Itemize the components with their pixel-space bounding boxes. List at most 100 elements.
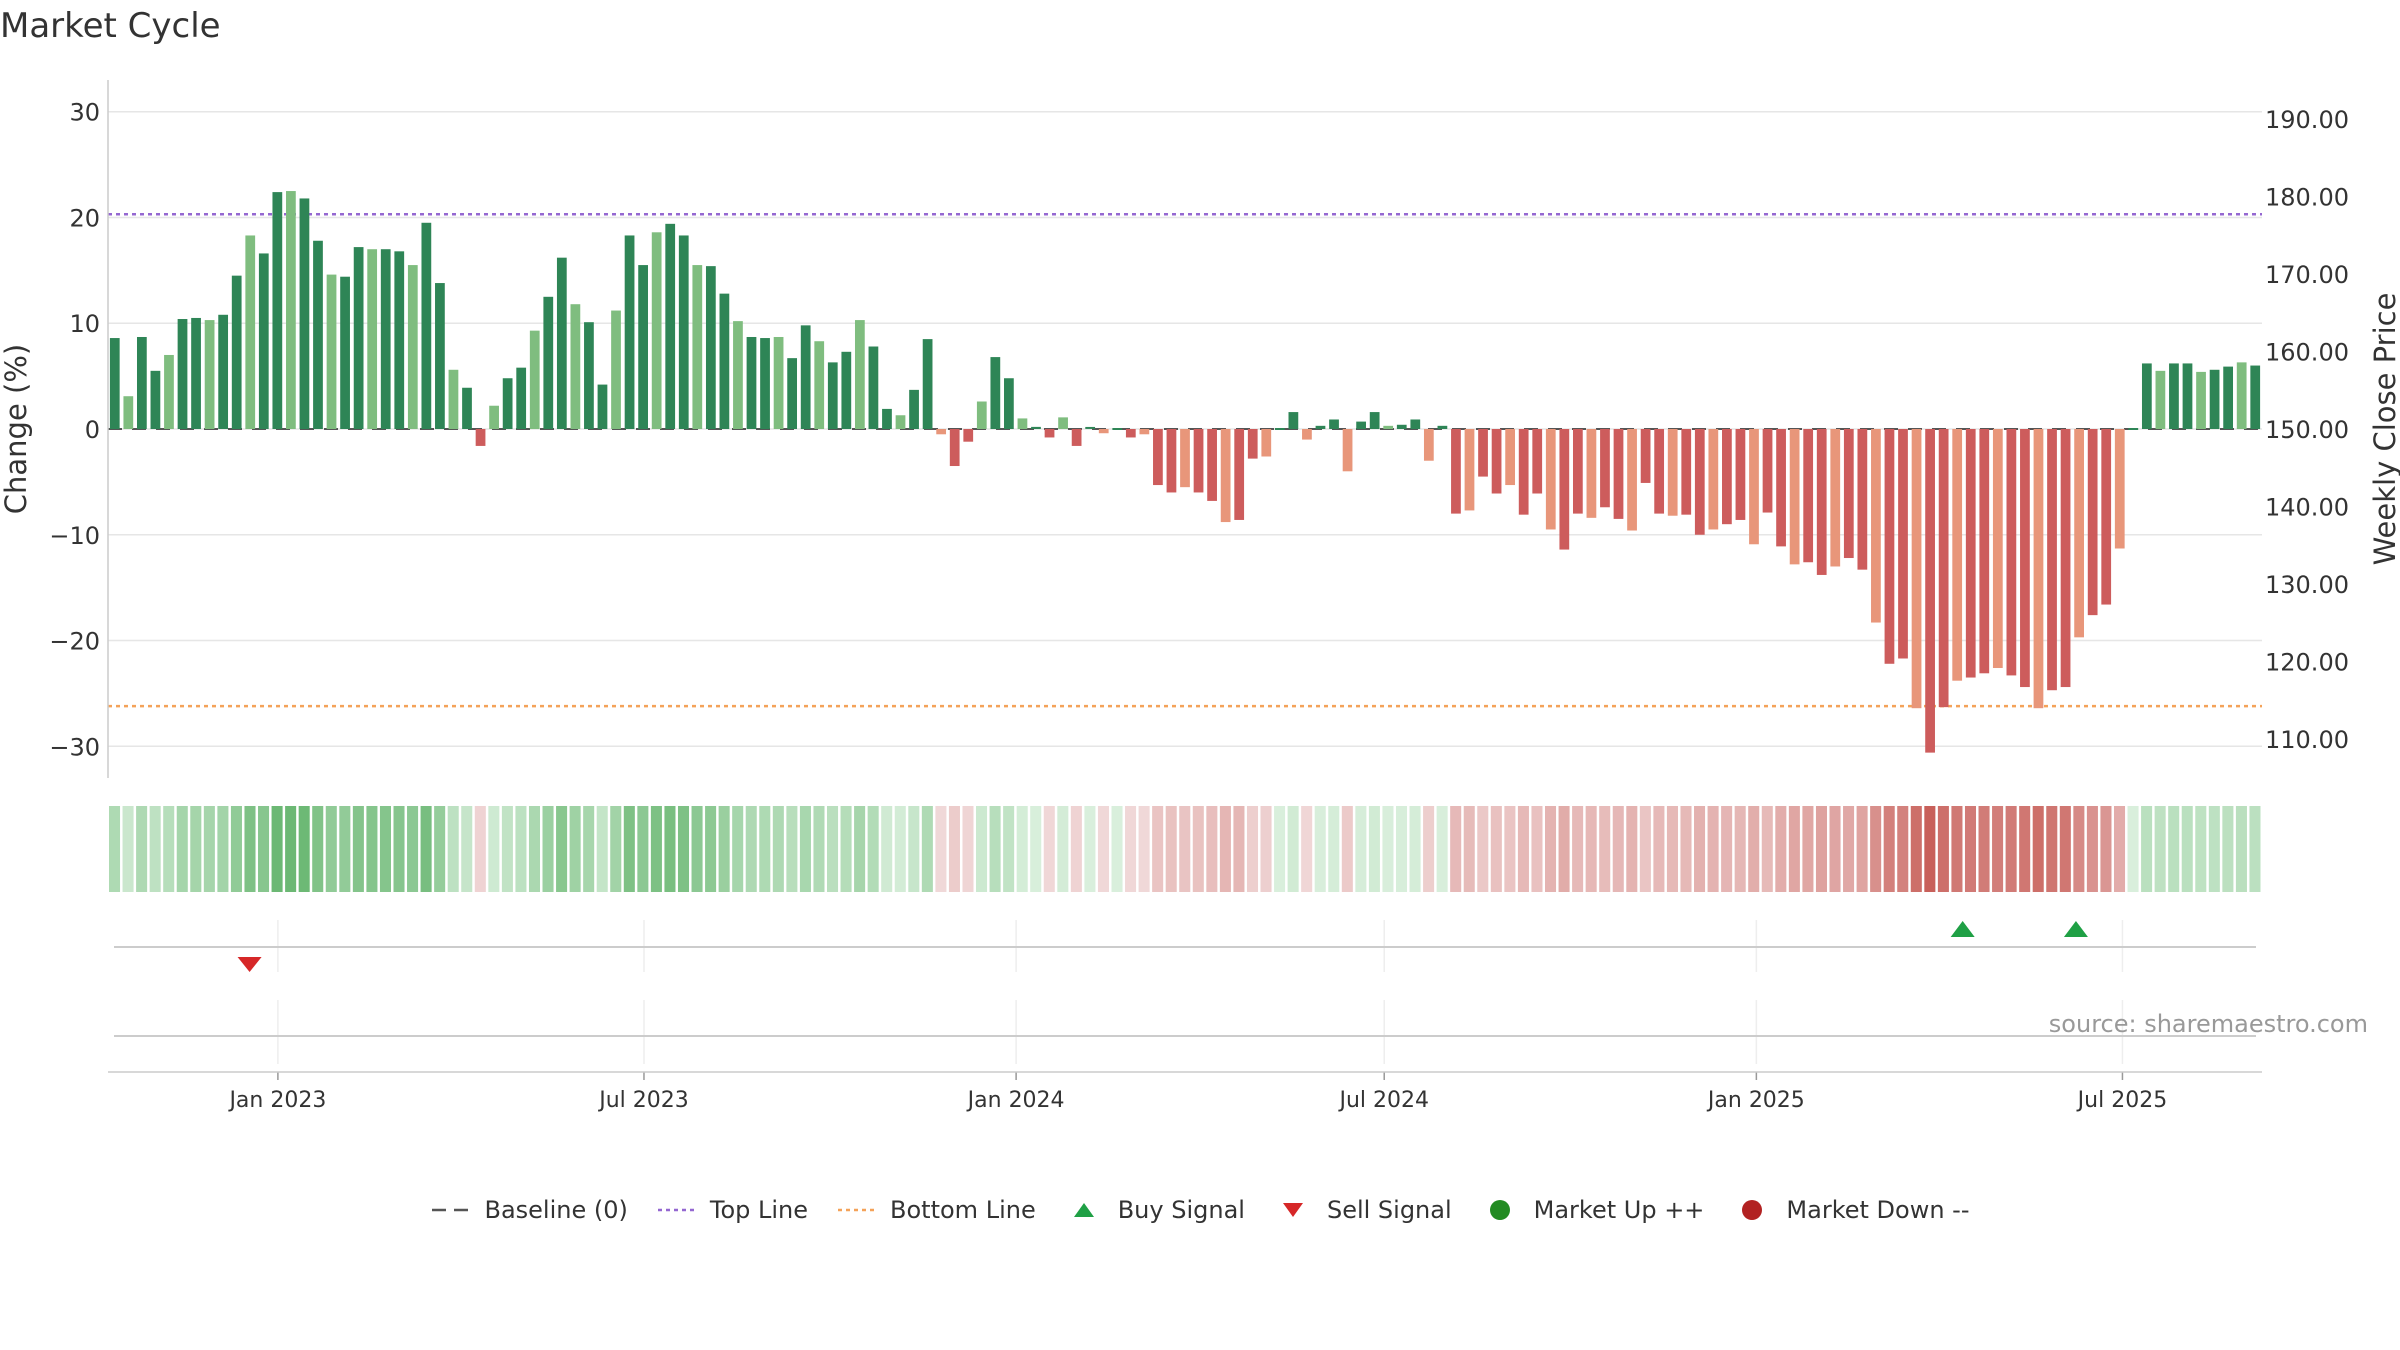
y2-tick-label: 170.00	[2265, 261, 2349, 289]
heat-cell	[637, 806, 649, 892]
heat-cell	[1870, 806, 1882, 892]
bar	[2196, 371, 2206, 429]
bar	[164, 354, 174, 429]
heat-cell	[2168, 806, 2180, 892]
bar	[827, 362, 838, 429]
heat-cell	[1694, 806, 1706, 892]
heat-cell	[840, 806, 852, 892]
heat-cell	[474, 806, 486, 892]
bar	[733, 321, 743, 429]
heat-cell	[569, 806, 581, 892]
heat-cell	[1883, 806, 1895, 892]
heat-cell	[1653, 806, 1665, 892]
bar	[570, 304, 581, 429]
down-legend-icon	[1742, 1200, 1763, 1220]
heat-cell	[434, 806, 446, 892]
heat-cell	[786, 806, 798, 892]
heat-cell	[258, 806, 270, 892]
bar	[868, 346, 879, 429]
heat-cell	[908, 806, 920, 892]
bar	[1681, 429, 1692, 515]
heat-cell	[894, 806, 906, 892]
bar	[719, 293, 730, 429]
heat-cell	[2195, 806, 2207, 892]
bar	[2047, 429, 2057, 691]
heat-cell	[1802, 806, 1814, 892]
bar	[394, 251, 405, 429]
heat-cell	[664, 806, 676, 892]
bar	[1600, 429, 1610, 508]
bar	[665, 223, 676, 429]
bar	[909, 389, 919, 429]
bar	[1640, 429, 1651, 483]
bar	[380, 249, 391, 429]
bar	[922, 339, 933, 429]
heat-cell	[2059, 806, 2071, 892]
heat-cell	[1666, 806, 1678, 892]
bar	[651, 232, 662, 429]
heat-cell	[2073, 806, 2085, 892]
heat-cell	[2086, 806, 2098, 892]
signal-track	[114, 921, 2256, 1037]
bar	[1613, 429, 1624, 519]
heat-cell	[163, 806, 175, 892]
bar	[1315, 425, 1326, 429]
heat-cell	[2235, 806, 2247, 892]
bar	[1356, 421, 1366, 429]
x-tick-label: Jul 2023	[597, 1088, 689, 1113]
heat-cell	[1978, 806, 1990, 892]
bar	[1884, 429, 1895, 664]
heat-cell	[677, 806, 690, 892]
heat-cell	[1572, 806, 1584, 892]
heat-cell	[339, 806, 351, 892]
heat-cell	[176, 806, 188, 892]
y-axis-label: Change (%)	[0, 344, 33, 514]
heat-cell	[285, 806, 297, 892]
heat-cell	[1545, 806, 1557, 892]
bar	[462, 387, 472, 429]
bar	[1125, 429, 1136, 438]
heat-cell	[813, 806, 825, 892]
bar	[313, 240, 323, 429]
heat-cell	[1951, 806, 1963, 892]
bar	[1234, 429, 1245, 520]
heat-cell	[1057, 806, 1069, 892]
heat-cell	[1409, 806, 1421, 892]
heat-cell	[583, 806, 595, 892]
heat-cell	[691, 806, 703, 892]
buy-legend-icon	[1073, 1203, 1094, 1217]
legend-item-sell: Sell Signal	[1273, 1196, 1452, 1224]
bar	[1532, 429, 1543, 494]
heat-cell	[1084, 806, 1096, 892]
bar	[2155, 370, 2166, 429]
bar	[1816, 429, 1827, 575]
bar	[597, 384, 608, 429]
legend-item-up: Market Up ++	[1480, 1196, 1705, 1224]
heat-cell	[1558, 806, 1570, 892]
legend-label: Buy Signal	[1117, 1196, 1245, 1224]
heat-cell	[705, 806, 717, 892]
heat-cell	[366, 806, 378, 892]
bar	[1992, 429, 2003, 669]
bar	[2236, 362, 2247, 429]
bar	[1247, 429, 1258, 459]
heat-cell	[827, 806, 839, 892]
bar	[1572, 429, 1583, 514]
y2-tick-label: 110.00	[2265, 726, 2349, 754]
heat-cell	[718, 806, 730, 892]
heat-cell	[122, 806, 134, 892]
bar	[1139, 429, 1150, 435]
legend-label: Market Up ++	[1533, 1196, 1705, 1224]
bar	[1830, 429, 1841, 567]
heat-cell	[623, 806, 635, 892]
y2-tick-label: 120.00	[2265, 649, 2349, 677]
bar	[1288, 412, 1299, 429]
bar	[407, 265, 418, 429]
heat-cell	[1788, 806, 1800, 892]
bar	[1925, 429, 1935, 753]
bar	[1274, 428, 1285, 430]
y-tick-label: 20	[69, 204, 100, 232]
bar	[123, 396, 134, 429]
heat-cell	[935, 806, 947, 892]
